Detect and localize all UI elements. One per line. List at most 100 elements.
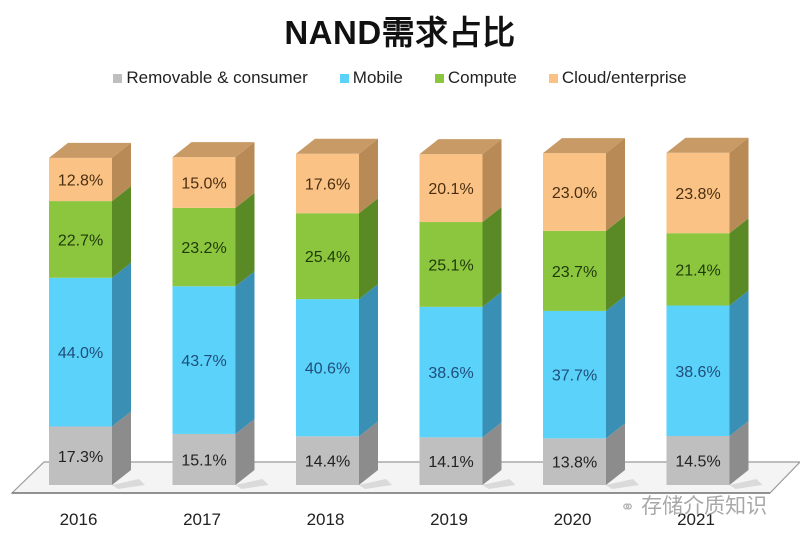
legend-label: Compute [447,68,517,87]
bar-side-2017-removable-consumer [235,418,255,485]
legend-item-mobile: Mobile [339,68,403,88]
data-label: 38.6% [675,364,720,381]
bar-2021-cloud-enterprise [666,152,730,234]
data-label: 38.6% [428,365,473,382]
bar-2017-cloud-enterprise [172,157,236,208]
bar-side-2021-removable-consumer [729,420,749,485]
bar-2021-compute [666,233,730,306]
data-label: 13.8% [552,455,597,472]
data-label: 14.1% [428,454,473,471]
legend-label: Cloud/enterprise [561,68,687,87]
bar-2017-compute [172,207,236,287]
bar-side-2020-compute [606,215,625,311]
bar-2019-compute [419,222,483,307]
legend-item-cloud: Cloud/enterprise [548,68,687,88]
bar-2021-removable-consumer [666,435,730,485]
bar-top-2018 [296,138,378,154]
legend-swatch-compute [434,73,444,83]
x-tick-label: 2017 [183,510,221,529]
data-label: 23.8% [675,186,720,203]
x-tick-label: 2020 [554,510,592,529]
bar-side-2018-cloud-enterprise [359,138,378,214]
bar-side-2021-mobile [729,290,749,436]
bar-2018-cloud-enterprise [296,153,359,214]
bar-top-2016 [49,142,131,158]
legend-item-compute: Compute [434,68,517,88]
watermark-text: 存储介质知识 [641,494,768,518]
bar-top-2021 [666,137,749,153]
bar-2021-mobile [666,305,730,436]
data-label: 23.0% [552,185,597,202]
bar-side-2020-mobile [606,295,625,439]
bar-2020-cloud-enterprise [543,153,606,231]
bar-shadow [606,479,639,489]
bars-group: 17.3% 44.0% 22.7% 12.8% 15.1% 43.7% 23.2% 15.0%… [49,137,763,489]
data-label: 20.1% [428,181,473,198]
bar-side-2020-removable-consumer [606,423,625,485]
legend-item-removable: Removable & consumer [113,68,308,88]
data-label: 15.0% [181,175,226,192]
bar-side-2017-mobile [235,271,255,434]
bar-2020-mobile [543,310,606,439]
x-axis-labels: 2016 2017 2018 2019 2020 2021 [60,510,715,529]
data-label: 12.8% [58,172,103,189]
bar-side-2019-cloud-enterprise [482,139,502,223]
bar-shadow [112,479,145,489]
bar-shadow [729,479,763,489]
data-label: 22.7% [58,232,103,249]
bar-side-2017-compute [235,192,255,287]
data-label: 23.2% [181,240,226,257]
data-label: 15.1% [181,452,226,469]
data-label: 25.4% [305,249,350,266]
data-label: 40.6% [305,361,350,378]
bar-side-2020-cloud-enterprise [606,138,625,231]
bar-2019-removable-consumer [419,437,483,485]
bar-2018-mobile [296,299,359,437]
legend-swatch-cloud [548,73,558,83]
bar-side-2016-cloud-enterprise [112,142,131,202]
bar-2019-cloud-enterprise [419,154,483,223]
data-label: 14.4% [305,454,350,471]
legend-label: Removable & consumer [126,68,308,87]
bar-side-2018-compute [359,198,378,300]
data-label: 44.0% [58,345,103,362]
legend-swatch-mobile [339,73,349,83]
bar-side-2017-cloud-enterprise [235,142,255,208]
bar-side-2021-cloud-enterprise [729,137,749,234]
data-label: 17.3% [58,449,103,466]
watermark: ⚭ 存储介质知识 [620,490,767,520]
data-label: 21.4% [675,262,720,279]
data-label: 25.1% [428,257,473,274]
data-label: 14.5% [675,453,720,470]
legend-swatch-removable [113,73,123,83]
bar-2020-compute [543,230,606,311]
legend-label: Mobile [352,68,403,87]
bar-top-2017 [172,142,255,158]
chart-title: NAND需求占比 [284,14,516,51]
data-label: 17.6% [305,177,350,194]
bar-side-2019-removable-consumer [482,422,502,485]
bar-side-2018-removable-consumer [359,421,378,485]
bar-top-2019 [419,139,502,155]
bar-2017-mobile [172,286,236,434]
bar-side-2016-mobile [112,262,131,427]
bar-shadow [359,479,392,489]
bar-side-2018-mobile [359,284,378,437]
bar-2020-removable-consumer [543,438,606,485]
bar-side-2021-compute [729,218,749,306]
bar-shadow [482,479,516,489]
bar-shadow [235,479,269,489]
bar-2017-removable-consumer [172,433,236,485]
x-tick-label: 2018 [307,510,345,529]
bar-2018-compute [296,213,359,300]
bar-side-2016-compute [112,186,131,278]
bar-2019-mobile [419,306,483,438]
bar-2016-compute [49,201,112,278]
bar-2016-cloud-enterprise [49,157,112,202]
bar-side-2019-mobile [482,291,502,438]
data-label: 23.7% [552,264,597,281]
bar-2016-mobile [49,277,112,427]
x-tick-label: 2021 [677,510,715,529]
data-label: 43.7% [181,353,226,370]
x-tick-label: 2016 [60,510,98,529]
